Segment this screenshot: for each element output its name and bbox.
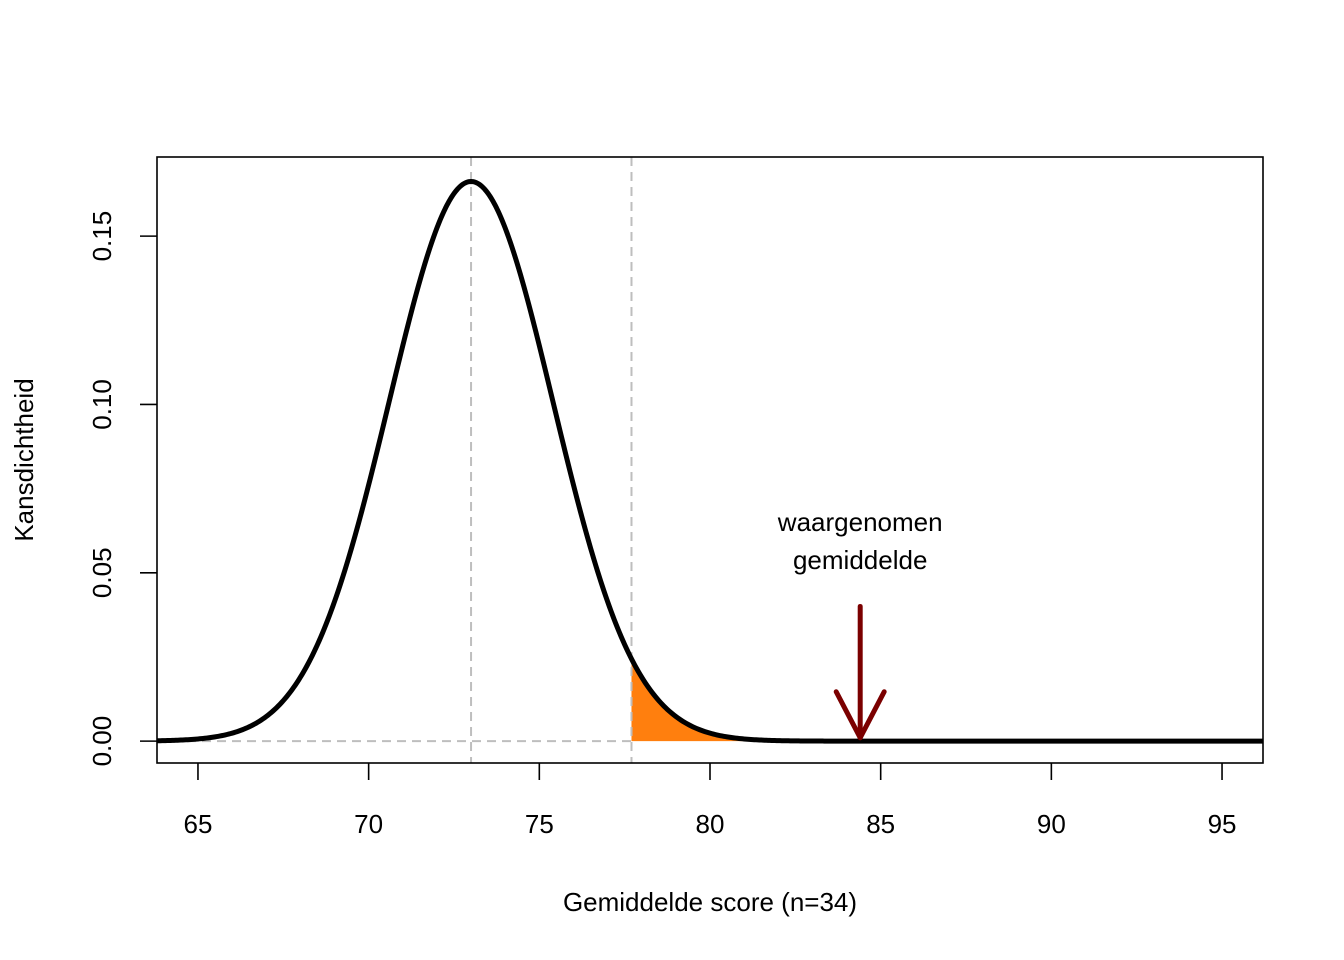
x-axis-title: Gemiddelde score (n=34)	[563, 887, 857, 917]
annotation-arrow-head	[833, 689, 887, 741]
tail-shaded-area	[631, 658, 1263, 742]
x-axis: 65 70 75 80 85 90 95	[184, 763, 1237, 839]
y-axis: 0.00 0.05 0.10 0.15	[87, 211, 157, 767]
y-tick-label-0.10: 0.10	[87, 379, 117, 430]
tail-shaded-area-layer	[631, 658, 1263, 742]
y-tick-label-0.00: 0.00	[87, 716, 117, 767]
x-tick-label-95: 95	[1208, 809, 1237, 839]
annotation-layer: waargenomen gemiddelde	[777, 507, 943, 741]
annotation-line-1: waargenomen	[777, 507, 943, 537]
reference-lines-layer	[157, 157, 633, 763]
density-curve-layer	[156, 178, 1264, 744]
x-tick-label-90: 90	[1037, 809, 1066, 839]
x-tick-label-75: 75	[525, 809, 554, 839]
x-tick-label-70: 70	[354, 809, 383, 839]
plot-frame	[156, 156, 1264, 764]
x-tick-label-85: 85	[866, 809, 895, 839]
density-curve	[156, 178, 1264, 744]
annotation-line-2: gemiddelde	[793, 545, 927, 575]
y-axis-title: Kansdichtheid	[9, 378, 39, 541]
y-tick-label-0.15: 0.15	[87, 211, 117, 262]
y-tick-label-0.05: 0.05	[87, 547, 117, 598]
x-tick-label-65: 65	[184, 809, 213, 839]
x-tick-label-80: 80	[696, 809, 725, 839]
